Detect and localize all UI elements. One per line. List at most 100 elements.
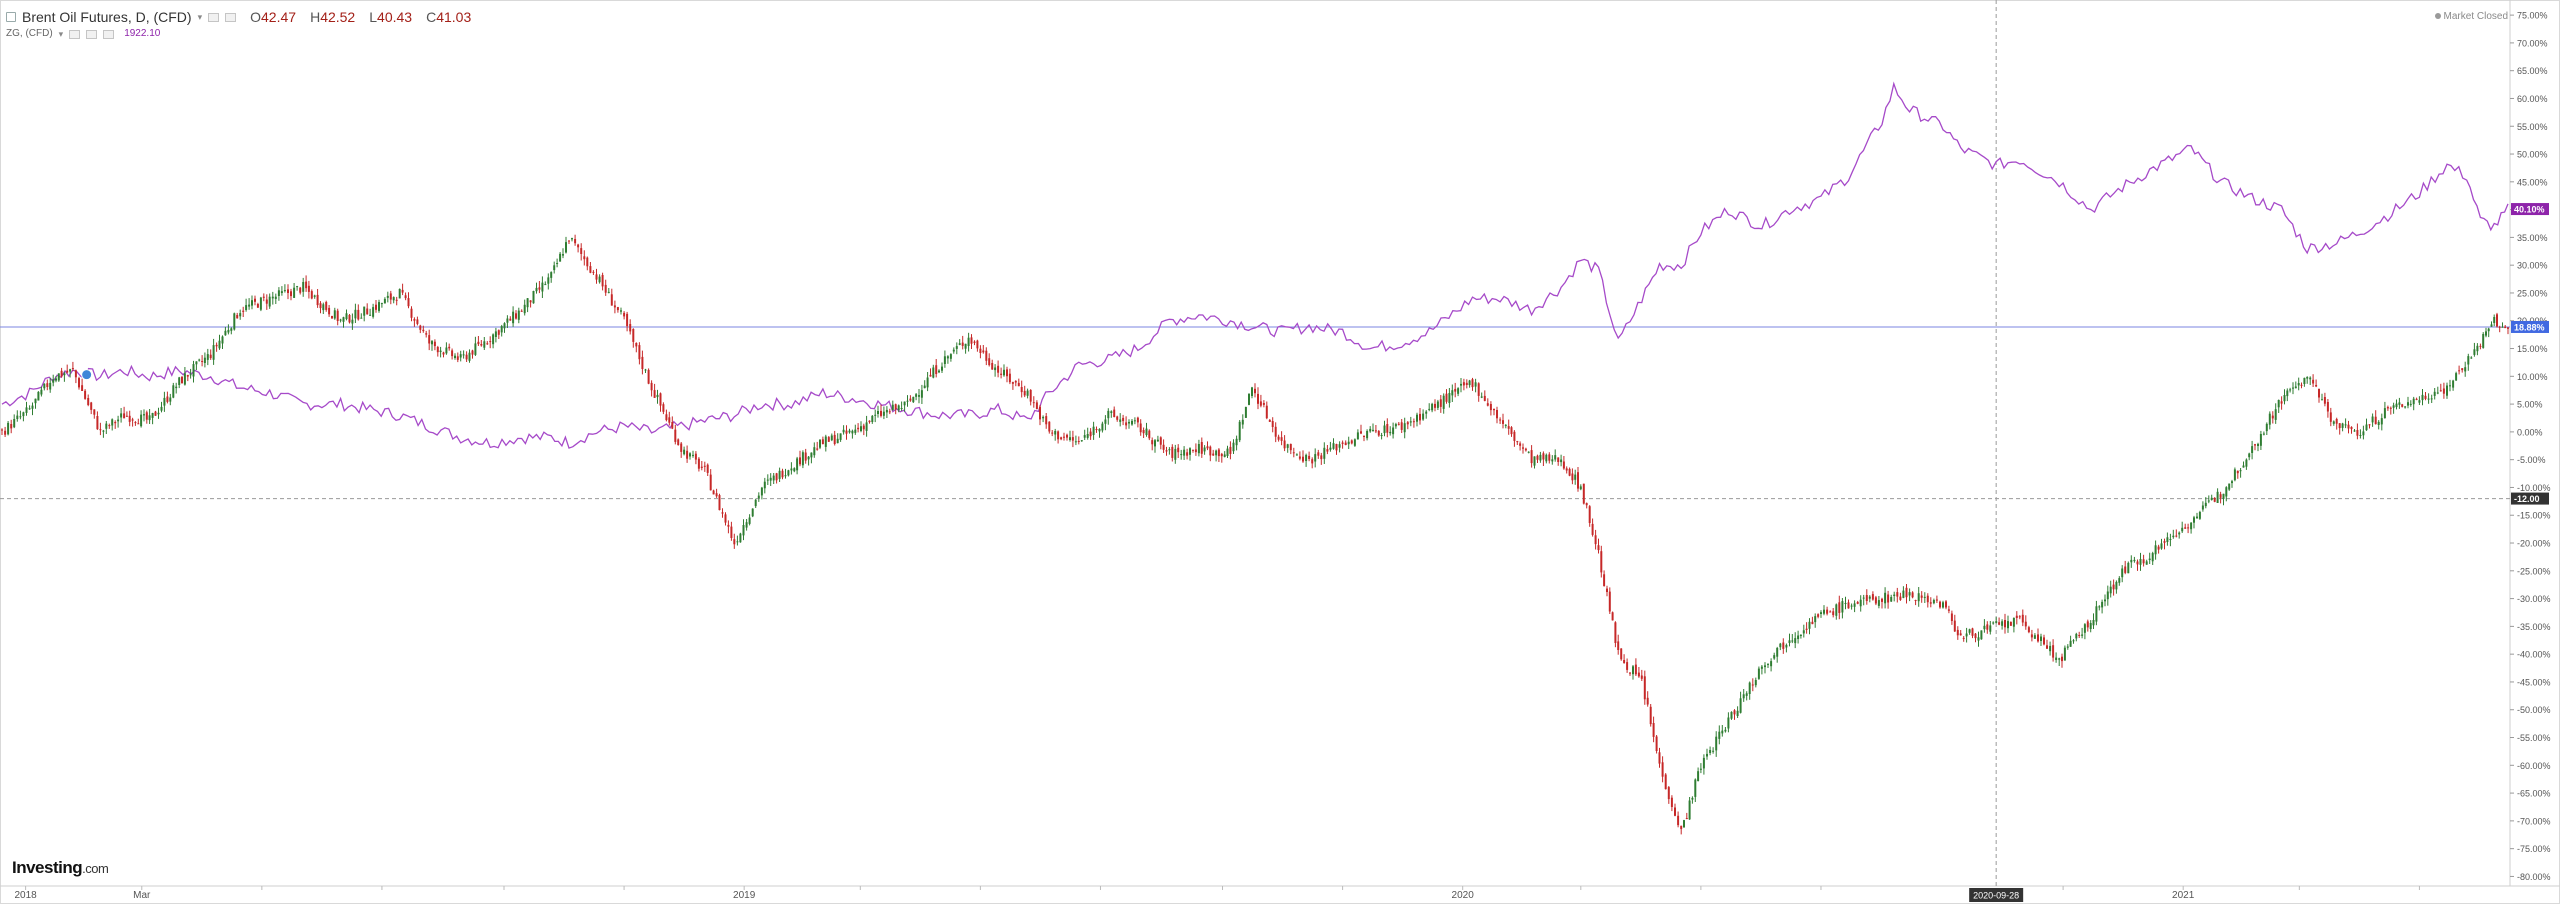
candle-body <box>512 311 515 324</box>
candle-body <box>845 430 848 434</box>
candle-body <box>1462 382 1465 386</box>
candle-body <box>2418 400 2421 403</box>
candle-body <box>613 305 616 308</box>
candle-body <box>1265 405 1268 419</box>
collapse-legend-icon[interactable] <box>6 12 16 22</box>
settings-icon[interactable] <box>86 29 98 39</box>
candle-body <box>793 468 796 472</box>
y-tick-label: 35.00% <box>2517 233 2548 243</box>
candle-body <box>462 354 465 356</box>
candle-body <box>1871 594 1874 600</box>
close-icon[interactable] <box>225 12 237 22</box>
candle-body <box>2009 622 2012 626</box>
candle-body <box>2078 635 2081 636</box>
settings-icon[interactable] <box>208 12 220 22</box>
candle-body <box>923 385 926 389</box>
candle-body <box>1850 605 1853 607</box>
candle-body <box>195 361 198 365</box>
candle-body <box>1035 402 1038 409</box>
candle-body <box>2046 645 2048 649</box>
candle-body <box>973 341 976 343</box>
candle-body <box>1995 621 1998 623</box>
candle-body <box>1226 448 1229 456</box>
candle-body <box>2347 424 2350 429</box>
y-tick-label: 0.00% <box>2517 427 2543 437</box>
candle-body <box>2033 635 2036 639</box>
candle-body <box>775 473 778 481</box>
investing-logo: Investing.com <box>12 858 109 878</box>
candle-body <box>1254 388 1256 394</box>
candle-body <box>22 412 25 417</box>
candle-body <box>2341 423 2344 428</box>
candle-body <box>1262 403 1265 405</box>
candle-body <box>568 240 570 242</box>
candle-body <box>1180 454 1183 456</box>
candle-body <box>1054 431 1057 435</box>
candle-body <box>1829 611 1832 613</box>
candle-body <box>2470 357 2473 359</box>
time-axis[interactable]: 2018 Mar 2019 2020 2021 <box>14 890 2194 901</box>
candle-body <box>703 465 706 467</box>
candle-body <box>1568 468 1571 476</box>
candle-body <box>1156 439 1159 442</box>
chevron-down-icon[interactable]: ▾ <box>58 29 64 39</box>
main-symbol-row[interactable]: Brent Oil Futures, D, (CFD) ▾ O42.47 H42… <box>6 8 471 26</box>
candle-body <box>2163 541 2166 543</box>
candle-body <box>336 310 339 321</box>
compare-symbol-row[interactable]: ZG, (CFD) ▾ 1922.10 <box>6 27 471 41</box>
candle-body <box>316 294 319 306</box>
candle-body <box>1428 408 1431 410</box>
price-axis[interactable]: 75.00% 70.00% 65.00% 60.00% 55.00% 50.00% 45.0… <box>2510 11 2551 882</box>
compare-symbol[interactable]: ZG, (CFD) <box>6 28 53 39</box>
candle-body <box>1289 444 1292 451</box>
candle-body <box>964 343 967 349</box>
candle-body <box>1530 450 1533 464</box>
market-status: Market Closed <box>2434 11 2508 22</box>
candle-body <box>1932 600 1935 604</box>
candle-body <box>918 395 920 397</box>
candle-body <box>1899 596 1902 600</box>
chevron-down-icon[interactable]: ▾ <box>197 12 203 22</box>
candle-body <box>577 244 580 248</box>
candle-body <box>784 475 787 477</box>
candle-body <box>224 330 227 336</box>
candle-body <box>2487 328 2490 332</box>
candle-body <box>1086 434 1089 438</box>
compare-last-value-label: 40.10% <box>2514 205 2545 215</box>
candle-body <box>1474 382 1477 387</box>
symbol-title[interactable]: Brent Oil Futures, D, (CFD) <box>22 9 192 25</box>
candle-body <box>2485 331 2487 336</box>
candle-body <box>1844 603 1847 604</box>
candle-body <box>2037 634 2039 642</box>
candle-body <box>1730 711 1733 719</box>
chart-legend: Brent Oil Futures, D, (CFD) ▾ O42.47 H42… <box>6 8 471 41</box>
candle-body <box>137 423 140 425</box>
y-tick-label: -10.00% <box>2517 483 2551 493</box>
candle-body <box>689 453 691 457</box>
y-tick-label: -80.00% <box>2517 872 2551 882</box>
candle-body <box>328 307 331 315</box>
candle-body <box>380 303 383 305</box>
eye-icon[interactable] <box>69 29 81 39</box>
candle-body <box>1724 729 1727 732</box>
candle-body <box>1189 448 1191 455</box>
candle-body <box>2027 627 2030 633</box>
candle-body <box>1363 436 1365 437</box>
candle-body <box>2166 537 2169 542</box>
candle-body <box>2312 379 2315 384</box>
compare-value: 1922.10 <box>124 28 161 39</box>
candle-body <box>416 319 419 324</box>
candle-body <box>1721 730 1724 734</box>
candle-body <box>2294 386 2297 389</box>
candle-body <box>733 539 736 545</box>
candle-body <box>1959 633 1962 636</box>
candle-body <box>769 477 772 481</box>
candle-body <box>1436 401 1439 408</box>
candle-body <box>2433 391 2436 396</box>
candle-body <box>991 363 994 370</box>
candle-body <box>2106 591 2109 600</box>
close-icon[interactable] <box>103 29 115 39</box>
candle-body <box>1658 752 1661 764</box>
